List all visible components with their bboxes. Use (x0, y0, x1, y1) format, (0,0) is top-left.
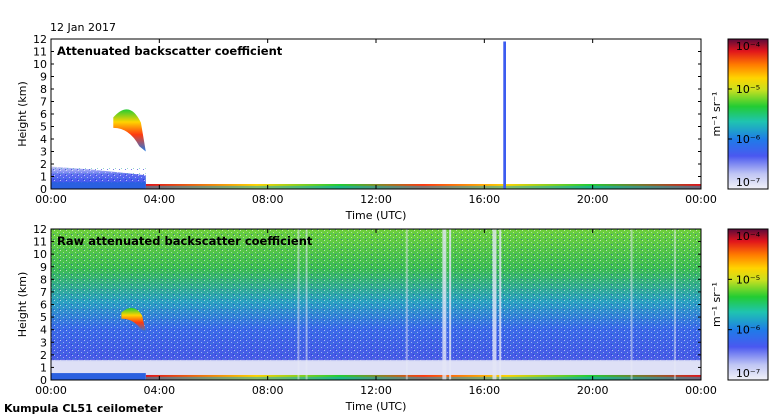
y-tick-label: 2 (40, 349, 47, 362)
heatmap-faint-streak-2 (305, 229, 308, 380)
heatmap-surface-aerosol (51, 373, 146, 380)
x-tick-label: 00:00 (685, 193, 717, 206)
y-tick-label: 4 (40, 133, 47, 146)
y-tick-label: 12 (33, 223, 47, 236)
heatmap-streak-4 (499, 229, 502, 380)
colorbar-frame (727, 38, 769, 190)
panel-title: Raw attenuated backscatter coefficient (57, 234, 313, 248)
y-tick-label: 1 (40, 361, 47, 374)
x-tick-label: 20:00 (577, 384, 609, 397)
panel-title: Attenuated backscatter coefficient (57, 44, 283, 58)
x-tick-label: 16:00 (468, 384, 500, 397)
x-tick-label: 00:00 (685, 384, 717, 397)
y-tick-label: 8 (40, 83, 47, 96)
x-tick-label: 16:00 (468, 193, 500, 206)
y-tick-label: 10 (33, 248, 47, 261)
heatmap-surface-base (145, 376, 701, 380)
y-tick-label: 2 (40, 158, 47, 171)
x-tick-label: 00:00 (35, 384, 67, 397)
x-tick-label: 20:00 (577, 193, 609, 206)
y-tick-label: 1 (40, 171, 47, 184)
colorbar-frame (727, 228, 769, 381)
colorbar (728, 229, 768, 380)
instrument-label: Kumpula CL51 ceilometer (4, 402, 163, 415)
x-tick-label: 04:00 (143, 193, 175, 206)
x-tick-label: 04:00 (143, 384, 175, 397)
heatmap-faint-streak-5 (673, 229, 676, 380)
panel-1: Attenuated backscatter coefficient012345… (16, 33, 769, 222)
y-tick-label: 3 (40, 336, 47, 349)
y-tick-label: 11 (33, 46, 47, 59)
colorbar-tick-label: 10⁻⁷ (736, 176, 760, 189)
colorbar-unit: m⁻¹ sr⁻¹ (710, 92, 723, 137)
y-tick-label: 4 (40, 324, 47, 337)
heatmap-faint-streak-1 (297, 229, 300, 380)
y-tick-label: 6 (40, 108, 47, 121)
y-tick-label: 10 (33, 58, 47, 71)
heatmap-streak-1 (442, 229, 447, 380)
y-tick-label: 8 (40, 273, 47, 286)
panel-2: Raw attenuated backscatter coefficient01… (16, 223, 769, 413)
x-tick-label: 00:00 (35, 193, 67, 206)
y-tick-label: 3 (40, 146, 47, 159)
y-tick-label: 6 (40, 299, 47, 312)
y-axis-title: Height (km) (16, 272, 29, 338)
x-tick-label: 08:00 (252, 384, 284, 397)
colorbar-tick-label: 10⁻⁴ (736, 230, 761, 243)
x-axis-title: Time (UTC) (345, 209, 407, 222)
x-axis-title: Time (UTC) (345, 400, 407, 413)
y-tick-label: 5 (40, 121, 47, 134)
y-tick-label: 0 (40, 374, 47, 387)
heatmap-noise-field-texture (51, 229, 701, 362)
heatmap-cloud-layer (113, 109, 146, 152)
heatmap-surface-aerosol (51, 182, 146, 189)
colorbar-tick-label: 10⁻⁷ (736, 367, 760, 380)
x-tick-label: 12:00 (360, 384, 392, 397)
y-tick-label: 9 (40, 71, 47, 84)
y-tick-label: 11 (33, 236, 47, 249)
y-tick-label: 9 (40, 261, 47, 274)
heatmap-layer (51, 41, 701, 189)
colorbar (728, 39, 768, 189)
y-tick-label: 5 (40, 311, 47, 324)
heatmap-layer (51, 229, 701, 380)
colorbar-tick-label: 10⁻⁶ (736, 324, 761, 337)
heatmap-streak-2 (449, 229, 452, 380)
y-tick-label: 12 (33, 33, 47, 46)
heatmap-surface-base (145, 185, 701, 189)
colorbar-tick-label: 10⁻⁴ (736, 40, 761, 53)
y-tick-label: 7 (40, 96, 47, 109)
colorbar-tick-label: 10⁻⁵ (736, 83, 760, 96)
heatmap-faint-streak-4 (630, 229, 633, 380)
colorbar-unit: m⁻¹ sr⁻¹ (710, 282, 723, 327)
y-tick-label: 0 (40, 183, 47, 196)
x-tick-label: 12:00 (360, 193, 392, 206)
colorbar-tick-label: 10⁻⁶ (736, 133, 761, 146)
colorbar-tick-label: 10⁻⁵ (736, 273, 760, 286)
heatmap-cloud-layer (121, 307, 146, 333)
y-axis-title: Height (km) (16, 81, 29, 147)
heatmap-low-noise-band (51, 359, 701, 375)
x-tick-label: 08:00 (252, 193, 284, 206)
y-tick-label: 7 (40, 286, 47, 299)
heatmap-faint-streak-3 (405, 229, 408, 380)
heatmap-precipitation-streak (503, 41, 506, 189)
plot-area (51, 39, 701, 189)
date-label: 12 Jan 2017 (50, 21, 116, 34)
heatmap-streak-3 (492, 229, 497, 380)
